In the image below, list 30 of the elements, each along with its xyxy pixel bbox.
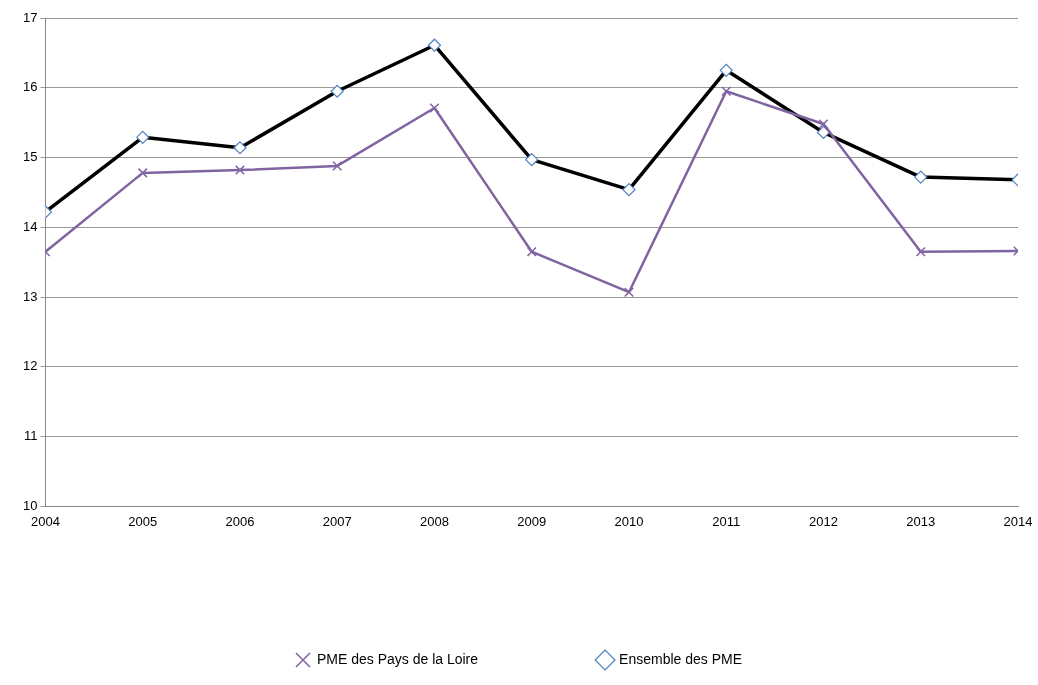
legend-label: Ensemble des PME — [619, 650, 743, 667]
point — [526, 246, 537, 257]
x-tick-label: 2013 — [906, 513, 936, 529]
y-tick-label: 10 — [22, 497, 38, 513]
x-tick-label: 2005 — [128, 513, 158, 529]
x-tick-label: 2014 — [1003, 513, 1033, 529]
point — [721, 86, 732, 97]
x-tick-label: 2009 — [517, 513, 547, 529]
point — [137, 167, 148, 178]
y-tick-label: 16 — [22, 79, 38, 95]
x-tick-label: 2010 — [614, 513, 644, 529]
point — [915, 246, 926, 257]
point — [332, 160, 343, 171]
x-tick-label: 2007 — [322, 513, 352, 529]
y-tick-label: 15 — [22, 149, 38, 165]
x-tick-label: 2011 — [712, 513, 741, 529]
y-tick-label: 17 — [22, 9, 38, 25]
x-tick-label: 2008 — [420, 513, 449, 529]
x-tick-label: 2006 — [225, 513, 255, 529]
y-tick-label: 12 — [22, 358, 38, 374]
legend-label: PME des Pays de la Loire — [316, 650, 479, 667]
point — [234, 165, 245, 176]
point — [818, 119, 829, 130]
y-tick-label: 11 — [23, 428, 38, 444]
y-tick-label: 14 — [22, 218, 38, 234]
point — [429, 103, 440, 113]
x-tick-label: 2012 — [809, 513, 838, 529]
point — [623, 287, 634, 298]
y-tick-label: 13 — [22, 288, 38, 304]
x-tick-label: 2004 — [31, 513, 60, 529]
